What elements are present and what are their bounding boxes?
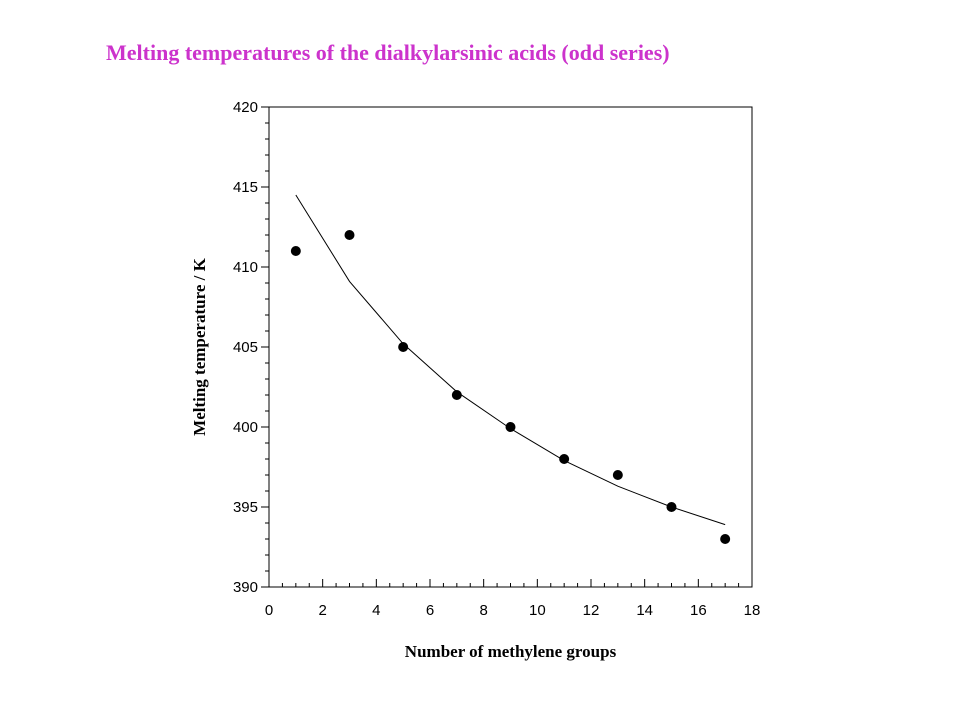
data-point — [666, 502, 677, 512]
fit-curve — [295, 194, 726, 526]
data-point — [559, 454, 570, 464]
data-point — [344, 230, 355, 240]
y-tick-label: 395 — [233, 499, 258, 516]
data-point — [451, 390, 462, 400]
x-tick-label: 18 — [744, 602, 761, 619]
chart-title: Melting temperatures of the dialkylarsin… — [106, 40, 670, 65]
x-tick-label: 10 — [529, 602, 546, 619]
y-tick-label: 390 — [233, 579, 258, 596]
x-tick-label: 16 — [690, 602, 707, 619]
x-tick-label: 12 — [583, 602, 600, 619]
x-tick-label: 14 — [636, 602, 653, 619]
data-point — [505, 422, 516, 432]
y-axis-label: Melting temperature / K — [190, 257, 209, 435]
y-tick-label: 400 — [233, 419, 258, 436]
data-point — [290, 246, 301, 256]
x-tick-label: 6 — [426, 602, 434, 619]
x-axis-label: Number of methylene groups — [405, 642, 617, 661]
x-tick-label: 8 — [479, 602, 487, 619]
data-point — [720, 534, 731, 544]
y-tick-label: 405 — [233, 339, 258, 356]
y-tick-label: 415 — [233, 179, 258, 196]
x-tick-label: 0 — [265, 602, 273, 619]
x-tick-label: 4 — [372, 602, 380, 619]
x-tick-label: 2 — [318, 602, 326, 619]
data-point — [398, 342, 409, 352]
y-tick-label: 410 — [233, 259, 258, 276]
plot-frame — [268, 106, 753, 588]
data-point — [612, 470, 623, 480]
y-tick-label: 420 — [233, 99, 258, 116]
